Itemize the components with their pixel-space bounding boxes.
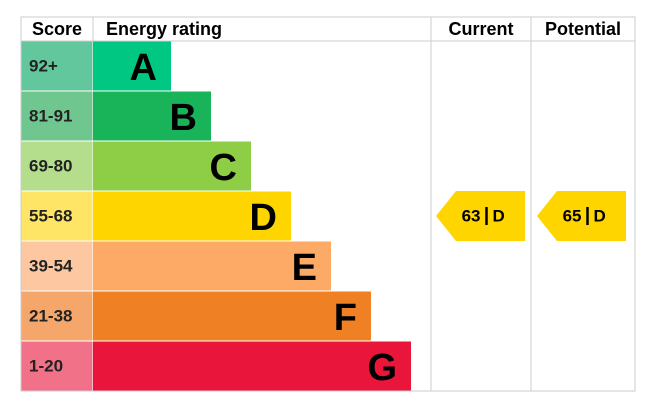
potential-band: D <box>594 207 606 226</box>
rating-bar <box>93 91 211 141</box>
band-letter: E <box>292 247 317 289</box>
band-letter: B <box>170 97 197 139</box>
current-arrow <box>436 191 525 241</box>
band-letter: A <box>130 47 157 89</box>
score-label: 39-54 <box>29 257 73 276</box>
current-value: 63 <box>462 207 481 226</box>
rating-bar <box>93 41 171 91</box>
potential-arrow <box>537 191 626 241</box>
rating-bar <box>93 291 371 341</box>
rating-bar <box>93 141 251 191</box>
header-potential: Potential <box>545 19 621 39</box>
header-score: Score <box>32 19 82 39</box>
score-label: 81-91 <box>29 107 72 126</box>
band-letter: C <box>210 147 237 189</box>
score-cell <box>21 241 93 291</box>
band-letter: G <box>367 347 397 389</box>
score-cell <box>21 341 93 391</box>
score-cell <box>21 141 93 191</box>
header-rating: Energy rating <box>106 19 222 39</box>
score-cell <box>21 191 93 241</box>
score-cell <box>21 91 93 141</box>
rating-bar <box>93 241 331 291</box>
rating-bar <box>93 191 291 241</box>
band-letter: F <box>334 297 357 339</box>
rating-bar <box>93 341 411 391</box>
score-label: 1-20 <box>29 357 63 376</box>
score-label: 55-68 <box>29 207 72 226</box>
score-cell <box>21 291 93 341</box>
potential-value: 65 <box>563 207 582 226</box>
current-band: D <box>493 207 505 226</box>
score-cell <box>21 41 93 91</box>
score-label: 69-80 <box>29 157 72 176</box>
score-label: 21-38 <box>29 307 72 326</box>
header-current: Current <box>448 19 513 39</box>
score-label: 92+ <box>29 57 58 76</box>
table-border <box>20 16 636 392</box>
band-letter: D <box>250 197 277 239</box>
